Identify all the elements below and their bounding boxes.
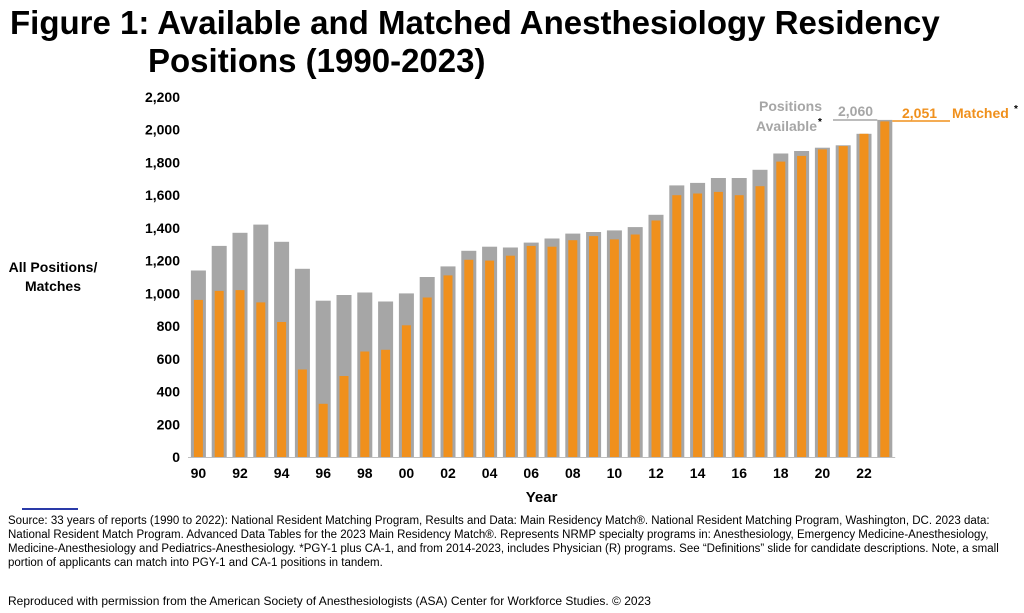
- bar-matched-2008: [568, 240, 578, 457]
- x-tick-label: 08: [565, 465, 581, 481]
- bar-matched-2023: [880, 121, 890, 458]
- bar-matched-2009: [589, 236, 599, 457]
- series-available: [190, 119, 893, 458]
- bar-matched-2020: [817, 149, 827, 457]
- bar-matched-1995: [297, 369, 307, 457]
- matched-value-label: 2,051: [902, 105, 937, 121]
- y-tick-label: 1,000: [145, 285, 180, 301]
- bar-matched-2007: [547, 246, 557, 457]
- bar-matched-2010: [609, 239, 619, 457]
- bar-matched-2015: [713, 191, 723, 457]
- matched-label: Matched: [952, 105, 1009, 121]
- bar-matched-2004: [485, 260, 495, 457]
- y-tick-label: 400: [157, 384, 181, 400]
- y-axis-label: All Positions/ Matches: [0, 258, 106, 296]
- bar-matched-1998: [360, 351, 370, 457]
- x-axis-ticks: 90 92 94 96 98 00 02 04 06 08 10 12 14 16 18 20 22: [191, 465, 872, 481]
- available-value-label: 2,060: [838, 103, 873, 119]
- bar-matched-1994: [277, 322, 287, 457]
- bar-matched-2021: [838, 146, 848, 457]
- bar-matched-2000: [401, 325, 411, 457]
- y-tick-label: 600: [157, 351, 181, 367]
- bar-chart: 02004006008001,0001,2001,4001,6001,8002,…: [145, 89, 1018, 506]
- bar-matched-2006: [526, 245, 536, 457]
- matched-label-star: *: [1014, 104, 1018, 115]
- x-tick-label: 10: [607, 465, 623, 481]
- chart-title-line2: Positions (1990-2023): [148, 42, 486, 79]
- x-tick-label: 22: [856, 465, 872, 481]
- x-axis-label: Year: [526, 489, 558, 506]
- bar-matched-1997: [339, 376, 349, 457]
- bar-matched-2019: [797, 155, 807, 457]
- x-tick-label: 96: [315, 465, 331, 481]
- y-tick-label: 1,800: [145, 155, 180, 171]
- bar-matched-2003: [464, 259, 474, 457]
- x-tick-label: 04: [482, 465, 498, 481]
- reproduction-credit: Reproduced with permission from the Amer…: [8, 594, 651, 608]
- y-tick-label: 2,200: [145, 89, 180, 105]
- y-axis-label-line2: Matches: [24, 278, 82, 294]
- bar-matched-2016: [734, 195, 744, 457]
- y-tick-label: 0: [172, 449, 180, 465]
- bar-matched-2012: [651, 220, 661, 457]
- chart-title: Figure 1: Available and Matched Anesthes…: [10, 4, 1010, 80]
- bar-matched-2002: [443, 275, 453, 457]
- x-tick-label: 06: [523, 465, 539, 481]
- bar-matched-2022: [859, 133, 869, 458]
- bar-matched-1993: [256, 302, 266, 457]
- bar-matched-1991: [214, 290, 224, 457]
- bar-matched-1999: [381, 349, 391, 457]
- y-axis-label-line1: All Positions/: [8, 259, 98, 275]
- bar-matched-2005: [505, 255, 515, 457]
- x-tick-label: 20: [815, 465, 831, 481]
- x-tick-label: 16: [731, 465, 747, 481]
- chart-title-line1: Figure 1: Available and Matched Anesthes…: [10, 4, 940, 41]
- y-tick-label: 1,400: [145, 220, 180, 236]
- x-tick-label: 02: [440, 465, 456, 481]
- series-matched: [193, 121, 890, 458]
- bar-matched-2001: [422, 297, 432, 457]
- y-tick-label: 800: [157, 318, 181, 334]
- bar-matched-2011: [630, 234, 640, 457]
- bar-matched-2013: [672, 195, 682, 457]
- x-tick-label: 94: [274, 465, 290, 481]
- bar-matched-1990: [193, 299, 203, 457]
- x-tick-label: 92: [232, 465, 248, 481]
- annotations: Positions Available * 2,060 2,051 Matche…: [756, 98, 1018, 134]
- available-label-line1: Positions: [759, 98, 822, 114]
- bar-matched-2018: [776, 161, 786, 457]
- source-divider: [22, 508, 78, 510]
- bar-matched-1996: [318, 403, 328, 457]
- x-tick-label: 18: [773, 465, 789, 481]
- bar-matched-2017: [755, 186, 765, 457]
- y-axis-ticks: 0 200 400 600 800 1,000 1,200 1,400 1,600 1,800 2,…: [145, 89, 180, 465]
- y-tick-label: 200: [157, 416, 181, 432]
- y-tick-label: 1,600: [145, 187, 180, 203]
- source-note: Source: 33 years of reports (1990 to 202…: [8, 515, 999, 569]
- y-tick-label: 1,200: [145, 253, 180, 269]
- x-tick-label: 90: [191, 465, 207, 481]
- available-label-star: *: [818, 117, 822, 128]
- bar-matched-1992: [235, 290, 245, 457]
- x-tick-label: 98: [357, 465, 373, 481]
- y-tick-label: 2,000: [145, 122, 180, 138]
- bar-matched-2014: [693, 193, 703, 457]
- x-tick-label: 00: [399, 465, 415, 481]
- available-label-line2: Available: [756, 118, 817, 134]
- x-tick-label: 12: [648, 465, 664, 481]
- x-tick-label: 14: [690, 465, 706, 481]
